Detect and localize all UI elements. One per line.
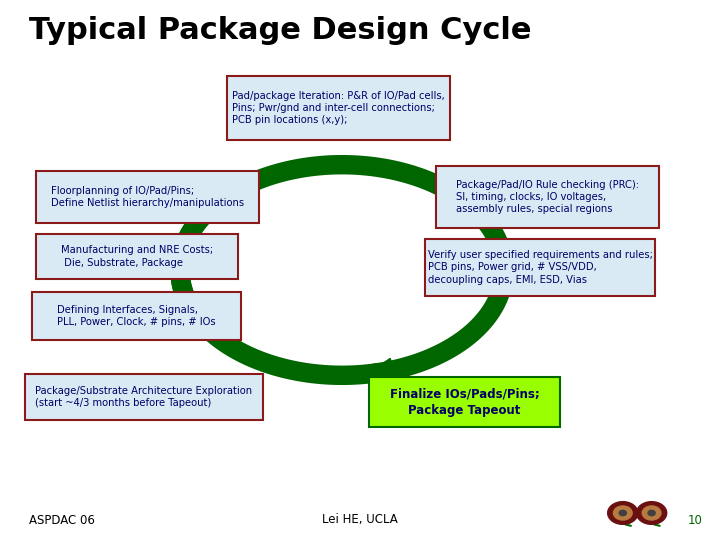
- Circle shape: [613, 506, 632, 520]
- Text: Floorplanning of IO/Pad/Pins;
Define Netlist hierarchy/manipulations: Floorplanning of IO/Pad/Pins; Define Net…: [51, 186, 244, 208]
- Polygon shape: [367, 359, 397, 382]
- FancyBboxPatch shape: [36, 233, 238, 280]
- FancyBboxPatch shape: [425, 239, 655, 296]
- Circle shape: [636, 502, 667, 524]
- Circle shape: [642, 506, 661, 520]
- FancyBboxPatch shape: [25, 374, 263, 420]
- Polygon shape: [168, 228, 198, 251]
- Text: Verify user specified requirements and rules;
PCB pins, Power grid, # VSS/VDD,
d: Verify user specified requirements and r…: [428, 250, 652, 285]
- Text: Defining Interfaces, Signals,
PLL, Power, Clock, # pins, # IOs: Defining Interfaces, Signals, PLL, Power…: [58, 305, 216, 327]
- FancyBboxPatch shape: [36, 172, 259, 222]
- FancyBboxPatch shape: [32, 292, 241, 340]
- FancyBboxPatch shape: [369, 377, 560, 427]
- FancyBboxPatch shape: [227, 76, 450, 140]
- Polygon shape: [456, 196, 485, 220]
- FancyBboxPatch shape: [436, 166, 659, 228]
- Circle shape: [619, 510, 626, 516]
- Text: Finalize IOs/Pads/Pins;
Package Tapeout: Finalize IOs/Pads/Pins; Package Tapeout: [390, 388, 539, 417]
- Circle shape: [648, 510, 655, 516]
- Polygon shape: [182, 309, 212, 333]
- Text: Manufacturing and NRE Costs;
 Die, Substrate, Package: Manufacturing and NRE Costs; Die, Substr…: [60, 245, 213, 268]
- Text: Typical Package Design Cycle: Typical Package Design Cycle: [29, 16, 531, 45]
- Text: Lei HE, UCLA: Lei HE, UCLA: [322, 514, 398, 526]
- Circle shape: [608, 502, 638, 524]
- Text: Pad/package Iteration: P&R of IO/Pad cells,
Pins; Pwr/gnd and inter-cell connect: Pad/package Iteration: P&R of IO/Pad cel…: [232, 91, 445, 125]
- Text: ASPDAC 06: ASPDAC 06: [29, 514, 94, 526]
- Text: 10: 10: [688, 514, 703, 526]
- Text: Package/Substrate Architecture Exploration
(start ~4/3 months before Tapeout): Package/Substrate Architecture Explorati…: [35, 386, 253, 408]
- Text: Package/Pad/IO Rule checking (PRC):
SI, timing, clocks, IO voltages,
assembly ru: Package/Pad/IO Rule checking (PRC): SI, …: [456, 180, 639, 214]
